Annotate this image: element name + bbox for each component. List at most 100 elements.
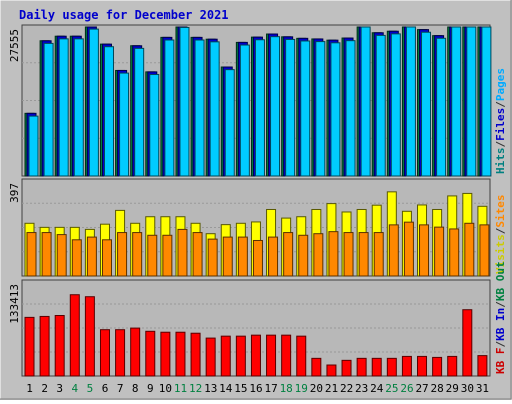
bar-kb-f: [341, 359, 352, 377]
bar-sites: [313, 233, 324, 277]
bar-sites: [41, 232, 52, 277]
bar-sites: [328, 231, 339, 277]
bar-kb-f: [99, 329, 110, 377]
bar-sites: [479, 224, 490, 277]
bar-kb-f: [235, 335, 246, 377]
x-tick-label: 22: [340, 382, 353, 395]
x-tick-label: 6: [102, 382, 109, 395]
legend-entry: /: [494, 227, 507, 234]
bar-sites: [132, 232, 143, 277]
bar-pages: [405, 26, 416, 177]
bar-kb-f: [401, 355, 412, 377]
bar-kb-f: [24, 316, 35, 377]
bar-sites: [71, 239, 82, 277]
bar-pages: [28, 115, 39, 177]
x-axis-labels: 1 2 3 4 5 6 7 8 9 10 11 12 13 14 15 16 17 18 19 20 21 22 23 24 2…: [26, 382, 489, 395]
bar-sites: [147, 234, 158, 277]
bar-kb-f: [39, 315, 50, 377]
bar-pages: [360, 26, 371, 177]
legend-bottom: KB F/KB In/KB Out: [494, 261, 507, 374]
legend-entry: /: [494, 101, 507, 108]
bar-kb-f: [281, 334, 292, 377]
bar-kb-f: [432, 356, 443, 377]
x-tick-label: 20: [310, 382, 323, 395]
bar-pages: [119, 72, 130, 177]
bar-pages: [224, 69, 235, 177]
legend-entry: /: [494, 341, 507, 348]
bar-kb-f: [371, 357, 382, 377]
bar-kb-f: [356, 357, 367, 377]
bar-sites: [192, 232, 203, 277]
x-tick-label: 19: [295, 382, 308, 395]
x-tick-label: 9: [147, 382, 154, 395]
bar-sites: [237, 236, 248, 277]
x-tick-label: 25: [385, 382, 398, 395]
chart-title: Daily usage for December 2021: [19, 8, 229, 22]
bar-pages: [300, 40, 311, 177]
x-tick-label: 3: [56, 382, 63, 395]
bar-sites: [434, 226, 445, 277]
bar-sites: [162, 234, 173, 277]
bar-sites: [56, 234, 67, 277]
bar-sites: [222, 236, 233, 277]
x-tick-label: 4: [72, 382, 79, 395]
y-tick-label: 397: [8, 183, 21, 203]
bar-kb-f: [54, 315, 65, 377]
x-tick-label: 8: [132, 382, 139, 395]
bar-pages: [239, 44, 250, 177]
bar-kb-f: [250, 334, 261, 377]
x-tick-label: 27: [415, 382, 428, 395]
legend-entry: Sites: [494, 195, 507, 228]
bar-pages: [345, 40, 356, 177]
bar-pages: [88, 28, 99, 177]
bar-sites: [388, 224, 399, 277]
bar-kb-f: [477, 355, 488, 377]
legend-top: Hits/Files/Pages: [494, 68, 507, 174]
bar-pages: [164, 39, 175, 177]
legend-entry: Files: [494, 108, 507, 141]
legend-entry: KB In: [494, 308, 507, 341]
bar-kb-f: [69, 294, 80, 377]
bar-sites: [373, 232, 384, 277]
bar-sites: [403, 221, 414, 277]
x-tick-label: 17: [264, 382, 277, 395]
x-tick-label: 24: [370, 382, 384, 395]
bar-pages: [209, 41, 220, 177]
bar-sites: [358, 232, 369, 277]
bar-sites: [177, 228, 188, 277]
legend-entry: Visits: [494, 234, 507, 274]
x-tick-label: 29: [446, 382, 459, 395]
bar-kb-f: [311, 357, 322, 377]
bar-pages: [375, 34, 386, 177]
bar-kb-f: [462, 309, 473, 377]
y-tick-label: 133413: [8, 284, 21, 324]
bar-sites: [449, 228, 460, 277]
x-tick-label: 5: [87, 382, 94, 395]
x-tick-label: 31: [476, 382, 489, 395]
bar-sites: [283, 232, 294, 277]
bar-kb-f: [115, 329, 126, 377]
x-tick-label: 26: [400, 382, 413, 395]
bar-pages: [103, 46, 114, 177]
x-tick-label: 7: [117, 382, 124, 395]
bar-kb-f: [296, 335, 307, 377]
bar-sites: [86, 236, 97, 277]
x-tick-label: 12: [189, 382, 202, 395]
x-tick-label: 18: [280, 382, 293, 395]
bar-kb-f: [145, 330, 156, 377]
x-tick-label: 1: [26, 382, 33, 395]
bar-kb-f: [205, 337, 216, 377]
bar-pages: [315, 41, 326, 177]
bar-sites: [464, 222, 475, 277]
bar-pages: [58, 38, 69, 177]
chart-panels: 27555Hits/Files/Pages397Visits/Sites1334…: [8, 24, 507, 377]
x-tick-label: 13: [204, 382, 217, 395]
bar-kb-f: [326, 364, 337, 377]
bar-pages: [270, 36, 281, 177]
bar-sites: [343, 232, 354, 277]
x-tick-label: 11: [174, 382, 187, 395]
panel-middle: 397 Visits/Sites: [8, 178, 507, 277]
x-tick-label: 30: [461, 382, 474, 395]
